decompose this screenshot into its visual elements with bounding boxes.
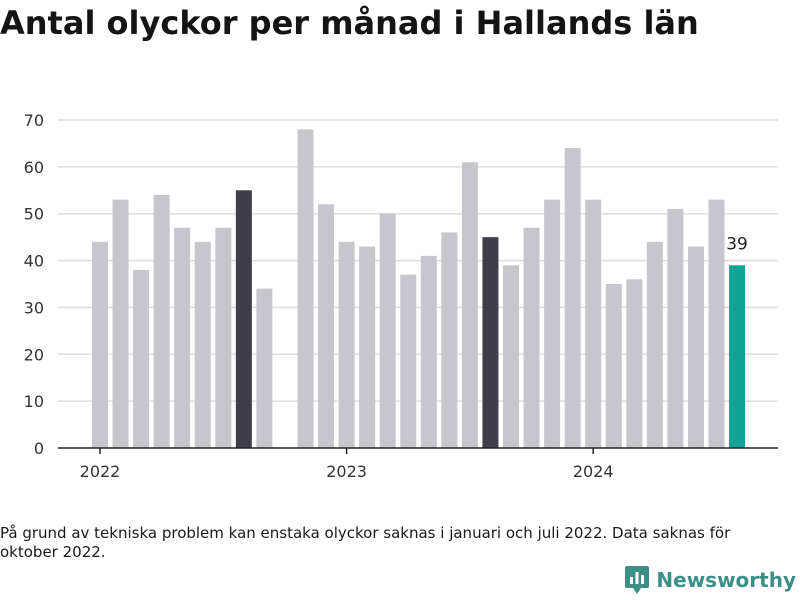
bar [626, 279, 643, 448]
bar [461, 162, 478, 448]
bar [194, 241, 211, 448]
y-tick-label: 70 [24, 111, 44, 130]
chart-title: Antal olyckor per månad i Hallands län [0, 4, 699, 42]
bar [235, 190, 252, 449]
brand-logo[interactable]: Newsworthy [625, 566, 796, 594]
data-label: 39 [726, 234, 748, 254]
bar [708, 199, 725, 448]
brand-name: Newsworthy [656, 568, 796, 592]
x-tick-label: 2023 [326, 462, 367, 481]
bar [605, 284, 622, 448]
bar [523, 227, 540, 448]
bar [92, 241, 108, 448]
x-tick-label: 2024 [573, 462, 614, 481]
bar [441, 232, 458, 448]
bar [400, 274, 417, 448]
y-tick-label: 60 [24, 158, 44, 177]
bar [318, 204, 335, 448]
bar [359, 246, 376, 448]
bar [503, 265, 519, 448]
y-tick-label: 0 [34, 439, 44, 458]
y-tick-label: 40 [24, 252, 44, 271]
y-tick-label: 50 [24, 205, 44, 224]
bar [215, 227, 232, 448]
bar [133, 269, 150, 448]
bar [729, 265, 746, 448]
bar [338, 241, 355, 448]
bar [646, 241, 663, 448]
bar [564, 148, 581, 448]
bar [585, 199, 602, 448]
y-tick-label: 30 [24, 298, 44, 317]
newsworthy-logo-icon [625, 566, 650, 594]
y-tick-label: 10 [24, 392, 44, 411]
bar [420, 255, 437, 448]
x-tick-label: 2022 [80, 462, 121, 481]
bar [256, 288, 273, 448]
bar [174, 227, 191, 448]
y-tick-label: 20 [24, 345, 44, 364]
bar [112, 199, 129, 448]
bar [482, 237, 499, 448]
bar [544, 199, 561, 448]
bar [667, 209, 684, 448]
bar [153, 194, 170, 448]
bar [687, 246, 704, 448]
bar [379, 213, 396, 448]
chart-footnote: På grund av tekniska problem kan enstaka… [0, 524, 731, 561]
bar [297, 129, 314, 448]
